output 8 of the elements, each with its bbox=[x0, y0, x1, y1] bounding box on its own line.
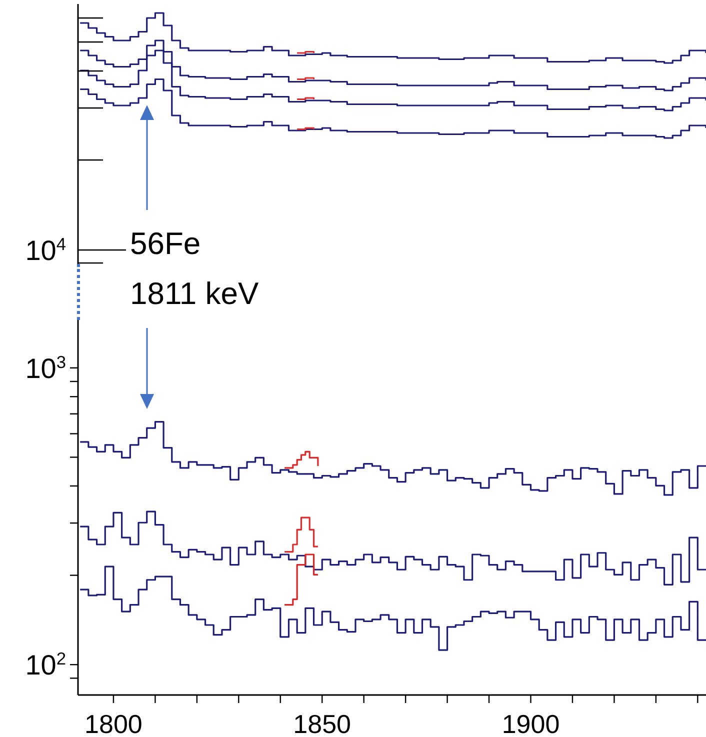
x-tick-label: 1850 bbox=[293, 709, 352, 737]
y-tick-label: 10$^{2}$ bbox=[25, 648, 66, 681]
text: 56Fe bbox=[130, 226, 201, 262]
text: 1811 keV bbox=[130, 276, 259, 312]
x-tick-label: 1800 bbox=[84, 709, 142, 737]
y-tick-label: 10$^{3}$ bbox=[25, 352, 66, 384]
x-tick-label: 1900 bbox=[502, 709, 560, 737]
text: 10$^{4}$ bbox=[25, 234, 66, 266]
